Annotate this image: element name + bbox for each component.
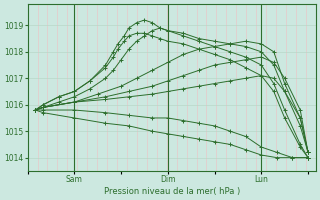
X-axis label: Pression niveau de la mer( hPa ): Pression niveau de la mer( hPa ) xyxy=(104,187,240,196)
